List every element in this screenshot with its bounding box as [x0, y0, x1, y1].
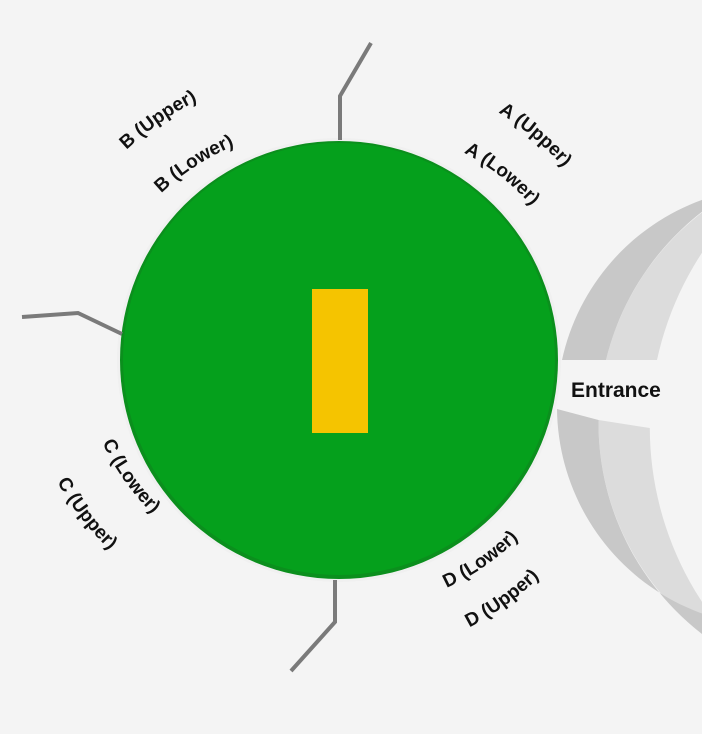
stand-label-b-upper[interactable]: B (Upper) — [116, 86, 200, 153]
pitch — [312, 289, 368, 433]
upper-tier-ring — [598, 212, 702, 633]
divider-a-b — [338, 41, 373, 140]
stand-label-a-upper[interactable]: A (Upper) — [496, 99, 576, 171]
divider-c-d — [289, 580, 337, 673]
entrance-label[interactable]: Entrance — [571, 379, 661, 402]
divider-b-c — [21, 310, 123, 336]
lower-tier-ring — [557, 199, 702, 634]
stand-label-c-upper[interactable]: C (Upper) — [53, 474, 121, 554]
stand-dividers — [21, 41, 373, 673]
